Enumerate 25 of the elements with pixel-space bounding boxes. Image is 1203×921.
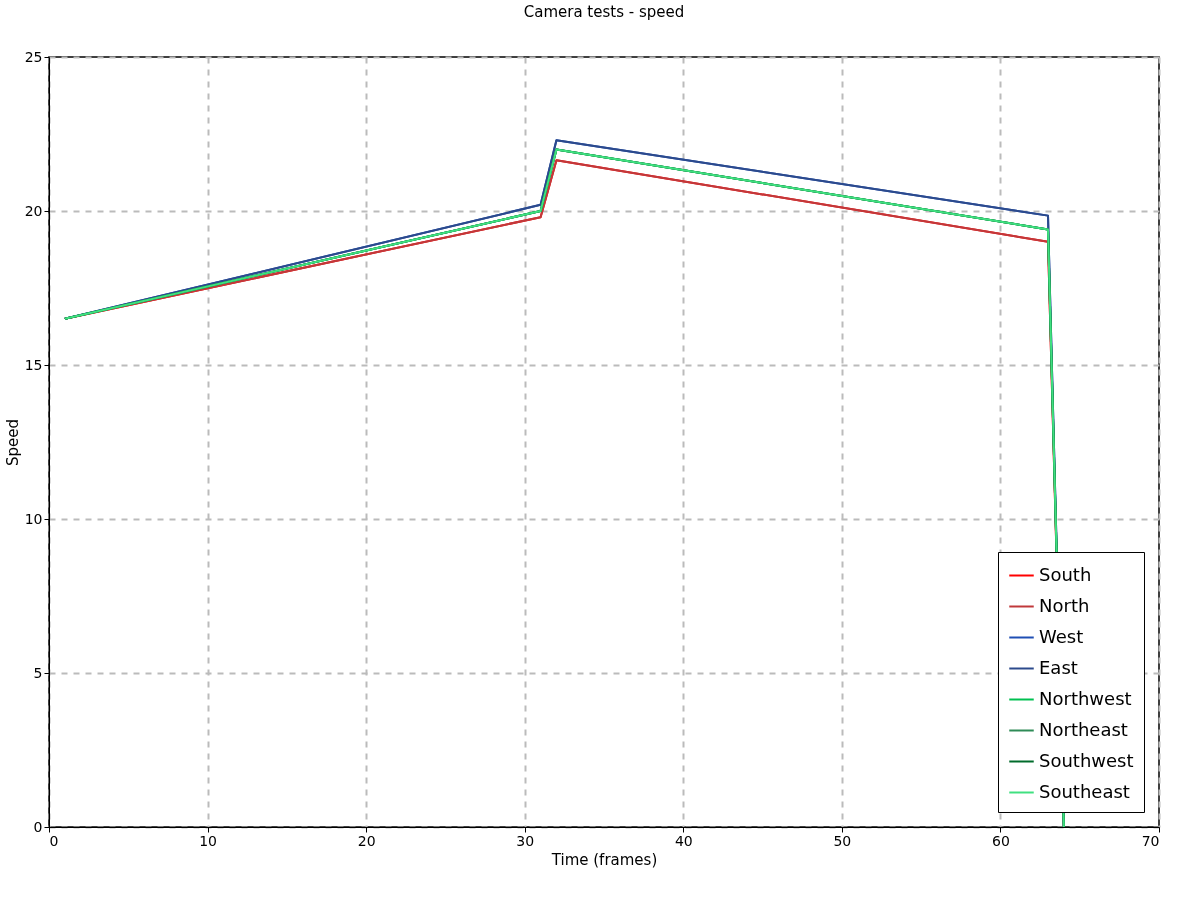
x-axis-title: Time (frames) — [550, 850, 658, 869]
x-tick-label: 40 — [674, 832, 693, 849]
x-tick-label: 50 — [833, 832, 852, 849]
x-tick-label: 60 — [992, 832, 1010, 849]
y-tick-label: 0 — [33, 818, 43, 835]
legend-label: Southeast — [1039, 780, 1130, 802]
y-tick-label: 15 — [24, 356, 43, 373]
legend-label: Northeast — [1039, 718, 1128, 740]
x-tick-label: 0 — [49, 832, 59, 849]
legend-label: Northwest — [1039, 687, 1132, 709]
y-tick-label: 25 — [24, 48, 43, 65]
y-tick-label: 5 — [33, 664, 43, 681]
x-tick-label: 10 — [199, 832, 217, 849]
legend-label: South — [1039, 563, 1092, 585]
x-tick-label: 30 — [516, 832, 535, 849]
legend-label: West — [1039, 625, 1084, 647]
legend-label: North — [1039, 594, 1090, 616]
x-tick-label: 20 — [357, 832, 376, 849]
legend-label: Southwest — [1039, 749, 1134, 771]
legend-label: East — [1039, 656, 1078, 678]
y-tick-label: 20 — [24, 202, 43, 219]
y-tick-label: 10 — [24, 510, 43, 527]
y-axis-title: Speed — [3, 418, 22, 467]
x-tick-label: 70 — [1141, 832, 1160, 849]
chart-title: Camera tests - speed — [523, 3, 685, 21]
